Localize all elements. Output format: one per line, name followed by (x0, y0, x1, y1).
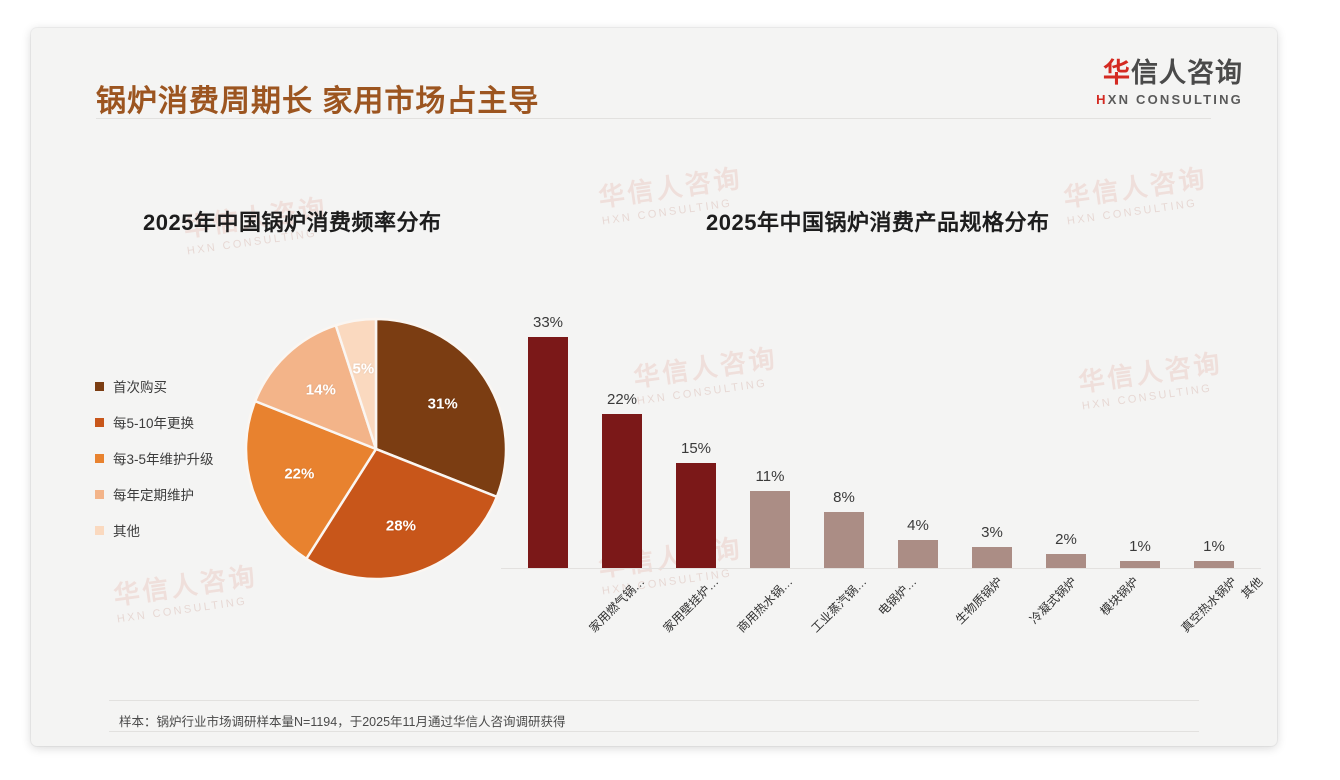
bar-category-label: 真空热水锅炉 (1178, 574, 1240, 636)
bar-column[interactable]: 1% (1120, 278, 1160, 568)
pie-chart-title: 2025年中国锅炉消费频率分布 (143, 210, 442, 235)
bar-column[interactable]: 8% (824, 278, 864, 568)
bar-column[interactable]: 4% (898, 278, 938, 568)
pie-slice[interactable] (244, 399, 378, 561)
bar-value-label: 1% (1129, 538, 1151, 555)
header-divider (96, 118, 1211, 119)
bar-column[interactable]: 22% (602, 278, 642, 568)
bar-chart-baseline (501, 568, 1261, 569)
bar-value-label: 1% (1203, 538, 1225, 555)
bar-rect[interactable] (972, 547, 1012, 568)
bar-rect[interactable] (1120, 561, 1160, 568)
pie-slice-value: 28% (385, 517, 416, 535)
pie-legend: 首次购买每5-10年更换每3-5年维护升级 每年定期维护 其他 (95, 368, 214, 548)
legend-swatch (95, 453, 104, 463)
sample-note: 样本：锅炉行业市场调研样本量N=1194，于2025年11月通过华信人咨询调研获… (119, 715, 566, 729)
watermark-cn: 华信人咨询 (1061, 162, 1210, 213)
bar-rect[interactable] (1046, 554, 1086, 568)
watermark: 华信人咨询 HXN CONSULTING (1061, 158, 1212, 228)
bar-chart-title: 2025年中国锅炉消费产品规格分布 (706, 210, 1050, 235)
bar-category-label: 商用热水锅… (734, 574, 796, 636)
legend-label: 每5-10年更换 (113, 416, 195, 431)
legend-item[interactable]: 其他 (95, 512, 214, 548)
pie-slice[interactable] (304, 447, 499, 581)
legend-swatch (95, 489, 104, 499)
logo-chinese: 华信人咨询 (1096, 60, 1243, 87)
bar-value-label: 11% (755, 468, 785, 485)
legend-swatch (95, 525, 104, 535)
bar-rect[interactable] (602, 414, 642, 568)
logo-english: HXN CONSULTING (1096, 92, 1243, 107)
bar-value-label: 3% (981, 524, 1003, 541)
pie-slice-value: 14% (305, 381, 336, 399)
page-title: 锅炉消费周期长 家用市场占主导 (96, 85, 540, 118)
bar-category-label: 电锅炉… (875, 574, 920, 619)
bar-column[interactable]: 11% (750, 278, 790, 568)
legend-label: 每年定期维护 (113, 488, 194, 503)
pie-chart-svg (244, 317, 508, 581)
legend-label: 首次购买 (113, 380, 167, 395)
bar-column[interactable]: 3% (972, 278, 1012, 568)
legend-item[interactable]: 首次购买 (95, 368, 214, 404)
pie-slice-value: 22% (284, 465, 315, 483)
legend-item[interactable]: 每年定期维护 (95, 476, 214, 512)
pie-slice[interactable] (374, 317, 508, 499)
bar-rect[interactable] (528, 337, 568, 568)
watermark-en: HXN CONSULTING (116, 595, 248, 626)
slide-header: 锅炉消费周期长 家用市场占主导 华信人咨询 HXN CONSULTING (31, 28, 1277, 132)
bar-value-label: 8% (833, 489, 855, 506)
logo-chinese-accent: 华 (1103, 58, 1131, 88)
bar-category-label: 冷凝式锅炉 (1026, 574, 1080, 627)
pie-slice[interactable] (334, 317, 378, 450)
legend-swatch (95, 381, 104, 391)
bar-value-label: 15% (680, 440, 712, 457)
slide-canvas: 华信人咨询 HXN CONSULTING 华信人咨询 HXN CONSULTIN… (31, 28, 1277, 746)
bar-value-label: 33% (532, 314, 564, 331)
note-divider-top (109, 700, 1199, 701)
bar-category-label: 工业蒸汽锅… (808, 574, 870, 636)
logo-chinese-rest: 信人咨询 (1131, 58, 1243, 88)
bar-column[interactable]: 1% (1194, 278, 1234, 568)
bar-rect[interactable] (824, 512, 864, 568)
bar-category-label: 模块锅炉 (1097, 574, 1142, 619)
logo-english-accent: H (1096, 92, 1108, 107)
legend-item[interactable]: 每3-5年维护升级 (95, 440, 214, 476)
bar-chart-plot: 33% 22% 15% 11% 8% 4% 3% 2% 1% 1% (511, 278, 1251, 568)
bar-category-label: 家用壁挂炉… (660, 574, 722, 636)
bar-value-label: 2% (1055, 531, 1077, 548)
legend-item[interactable]: 每5-10年更换 (95, 404, 214, 440)
bar-value-label: 22% (606, 391, 638, 408)
logo-english-rest: XN CONSULTING (1107, 92, 1243, 107)
bar-column[interactable]: 2% (1046, 278, 1086, 568)
bar-category-label: 其他 (1238, 574, 1266, 602)
bar-rect[interactable] (750, 491, 790, 568)
copyright-text: ©2026.1 HXR华信人咨询 (103, 745, 237, 746)
website-link[interactable]: www.hxrcon.com (1114, 745, 1205, 746)
legend-swatch (95, 417, 104, 427)
pie-slice-value: 5% (352, 360, 375, 378)
bar-rect[interactable] (676, 463, 716, 568)
bar-column[interactable]: 15% (676, 278, 716, 568)
bar-column[interactable]: 33% (528, 278, 568, 568)
note-divider-bottom (109, 731, 1199, 732)
pie-slice-value: 31% (427, 395, 458, 413)
bar-rect[interactable] (898, 540, 938, 568)
bar-value-label: 4% (907, 517, 929, 534)
bar-rect[interactable] (1194, 561, 1234, 568)
legend-label: 每3-5年维护升级 (113, 452, 214, 467)
watermark-en: HXN CONSULTING (1066, 197, 1198, 228)
company-logo: 华信人咨询 HXN CONSULTING (1096, 60, 1243, 108)
bar-category-label: 生物质锅炉 (952, 574, 1006, 627)
pie-chart: 31% 28% 22% 14% 5% (231, 304, 521, 594)
legend-label: 其他 (113, 524, 140, 539)
bar-category-label: 家用燃气锅… (586, 574, 648, 636)
